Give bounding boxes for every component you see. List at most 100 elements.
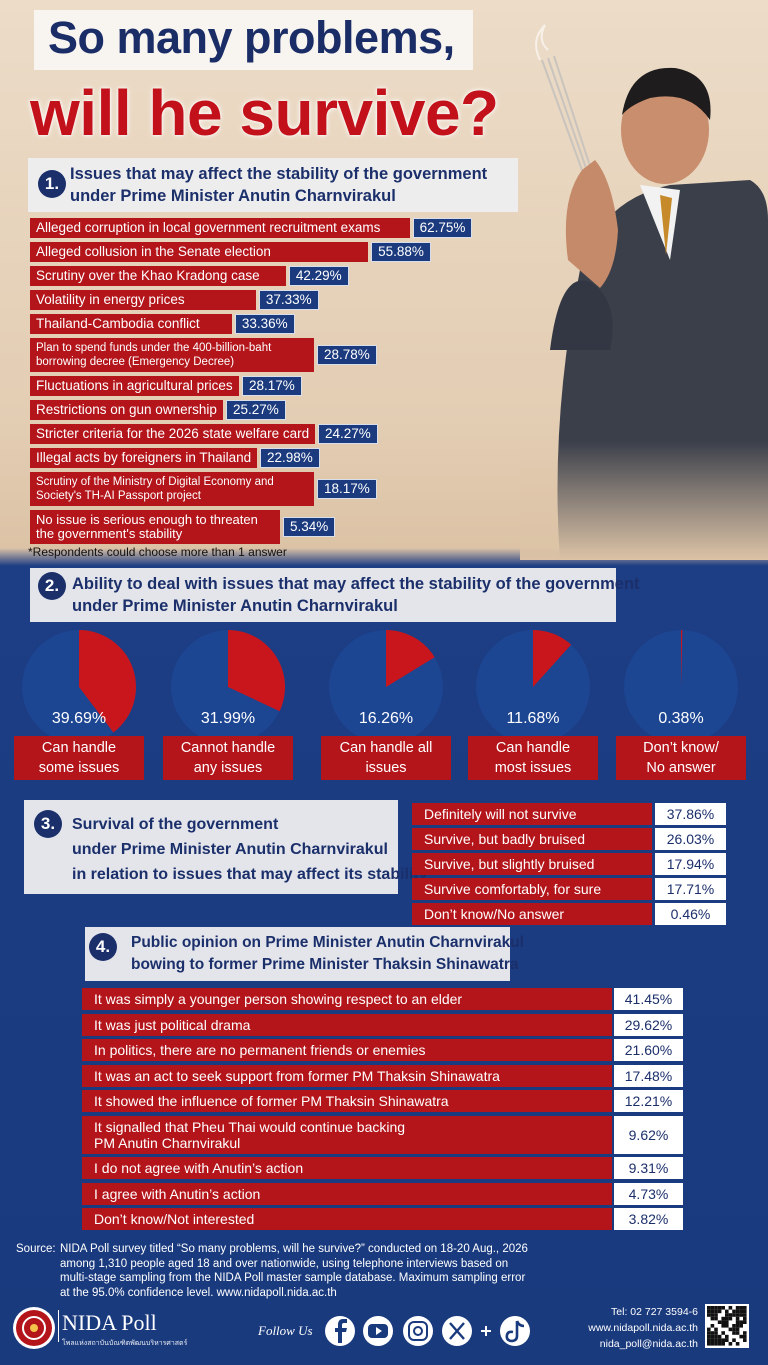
table-cell: Don’t know/No answer [412, 903, 652, 925]
qr-cell [743, 1334, 747, 1339]
follow-label: Follow Us [258, 1323, 313, 1338]
bar-label: Scrutiny of the Ministry of Digital Econ… [36, 476, 274, 502]
cell-text: It was just political drama [94, 1016, 251, 1033]
qr-cell [707, 1327, 711, 1332]
youtube-icon[interactable] [363, 1316, 393, 1346]
qr-cell [735, 1316, 740, 1321]
category-label: Can handle all issues [321, 736, 451, 780]
qr-cell [707, 1334, 711, 1339]
pie-slice [681, 630, 683, 687]
qr-cell [739, 1306, 743, 1310]
bar-label: Stricter criteria for the 2026 state wel… [36, 426, 310, 441]
qr-cell [739, 1324, 743, 1328]
facebook-icon[interactable] [325, 1316, 355, 1346]
cell-text: It signalled that Pheu Thai would contin… [94, 1118, 406, 1151]
qr-cell [725, 1334, 729, 1339]
qr-cell [717, 1320, 722, 1324]
title-line: Ability to deal with issues that may aff… [72, 575, 640, 593]
table-cell: Survive, but slightly bruised [412, 853, 652, 875]
qr-cell [743, 1320, 747, 1324]
section-header: 4. Public opinion on Prime Minister Anut… [85, 927, 524, 981]
bar-label: No issue is serious enough to threaten t… [36, 512, 258, 541]
table-cell: 0.46% [655, 903, 726, 925]
table-cell: 9.62% [614, 1115, 683, 1154]
bar: Alleged corruption in local government r… [30, 218, 410, 238]
section-number: 3. [34, 810, 62, 838]
bar: Stricter criteria for the 2026 state wel… [30, 424, 315, 444]
bar: Scrutiny of the Ministry of Digital Econ… [30, 472, 314, 506]
qr-cell [710, 1342, 715, 1346]
value-label: 5.34% [283, 517, 336, 537]
contact: Tel: 02 727 3594-6 [611, 1306, 698, 1318]
table-cell: In politics, there are no permanent frie… [82, 1039, 612, 1061]
cell-text: It showed the influence of former PM Tha… [94, 1093, 449, 1109]
source-line: among 1,310 people aged 18 and over nati… [60, 1257, 509, 1270]
value-label: 62.75% [412, 218, 473, 238]
qr-cell [735, 1309, 740, 1314]
section-header: 2. Ability to deal with issues that may … [30, 568, 640, 622]
qr-cell [721, 1324, 725, 1328]
category-text: Don’t know/ No answer [643, 740, 719, 776]
qr-cell [710, 1316, 715, 1321]
table-cell: 12.21% [614, 1090, 683, 1112]
value-label: 22.98% [260, 448, 320, 468]
cell-text: I do not agree with Anutin’s action [94, 1160, 304, 1176]
tiktok-icon[interactable] [500, 1316, 530, 1346]
qr-cell [743, 1309, 747, 1314]
contact: www.nidapoll.nida.ac.th [588, 1322, 698, 1334]
source-text: NIDA Poll survey titled “So many problem… [60, 1242, 528, 1300]
table-cell: Survive comfortably, for sure [412, 878, 652, 900]
qr-cell [739, 1309, 743, 1314]
qr-cell [725, 1316, 729, 1321]
qr-cell [707, 1331, 711, 1335]
title-line: Public opinion on Prime Minister Anutin … [131, 934, 524, 951]
qr-cell [743, 1313, 747, 1317]
divider [58, 1310, 59, 1342]
qr-cell [707, 1313, 711, 1317]
value-label: 18.17% [317, 479, 377, 499]
table-cell: Don’t know/Not interested [82, 1208, 612, 1230]
table-cell: 41.45% [614, 988, 683, 1010]
table-cell: It was an act to seek support from forme… [82, 1064, 612, 1087]
qr-cell [735, 1313, 740, 1317]
source-line: NIDA Poll survey titled “So many problem… [60, 1243, 528, 1255]
value-label: 37.33% [258, 290, 319, 310]
bar: Restrictions on gun ownership [30, 400, 223, 420]
title-line: bowing to former Prime Minister Thaksin … [131, 956, 519, 973]
qr-cell [707, 1306, 711, 1310]
photo [520, 20, 768, 560]
bar: Alleged collusion in the Senate election [30, 242, 369, 262]
title-line: in relation to issues that may affect it… [72, 866, 428, 883]
instagram-icon[interactable] [403, 1316, 433, 1346]
qr-cell [707, 1342, 711, 1346]
section-title: Survival of the government under Prime M… [72, 812, 428, 887]
qr-cell [721, 1320, 725, 1324]
qr-cell [743, 1306, 747, 1310]
value-label: 33.36% [234, 314, 295, 334]
qr-cell [710, 1313, 715, 1317]
title-line: under Prime Minister Anutin Charnvirakul [72, 841, 388, 858]
cell-text: Survive, but slightly bruised [424, 856, 595, 872]
cell-text: Survive comfortably, for sure [424, 881, 602, 897]
pie-slice [533, 630, 572, 687]
table-cell: I agree with Anutin’s action [82, 1182, 612, 1205]
value-label: 0.38% [658, 710, 704, 727]
qr-cell [714, 1327, 718, 1332]
pie-slice [228, 630, 285, 712]
qr-cell [714, 1309, 718, 1314]
qr-cell [743, 1338, 747, 1342]
qr-cell [710, 1306, 715, 1310]
category-label: Don’t know/ No answer [616, 736, 746, 780]
table-cell: It showed the influence of former PM Tha… [82, 1090, 612, 1112]
qr-cell [728, 1316, 733, 1321]
x-icon[interactable] [442, 1316, 472, 1346]
plus [481, 1326, 491, 1336]
table-cell: It was simply a younger person showing r… [82, 988, 612, 1010]
cell-text: Survive, but badly bruised [424, 831, 586, 847]
cell-text: Don’t know/No answer [424, 906, 565, 922]
qr-cell [710, 1309, 715, 1314]
title-line: Survival of the government [72, 816, 279, 833]
qr-cell [725, 1313, 729, 1317]
qr-cell [721, 1338, 725, 1342]
qr-cell [735, 1327, 740, 1332]
